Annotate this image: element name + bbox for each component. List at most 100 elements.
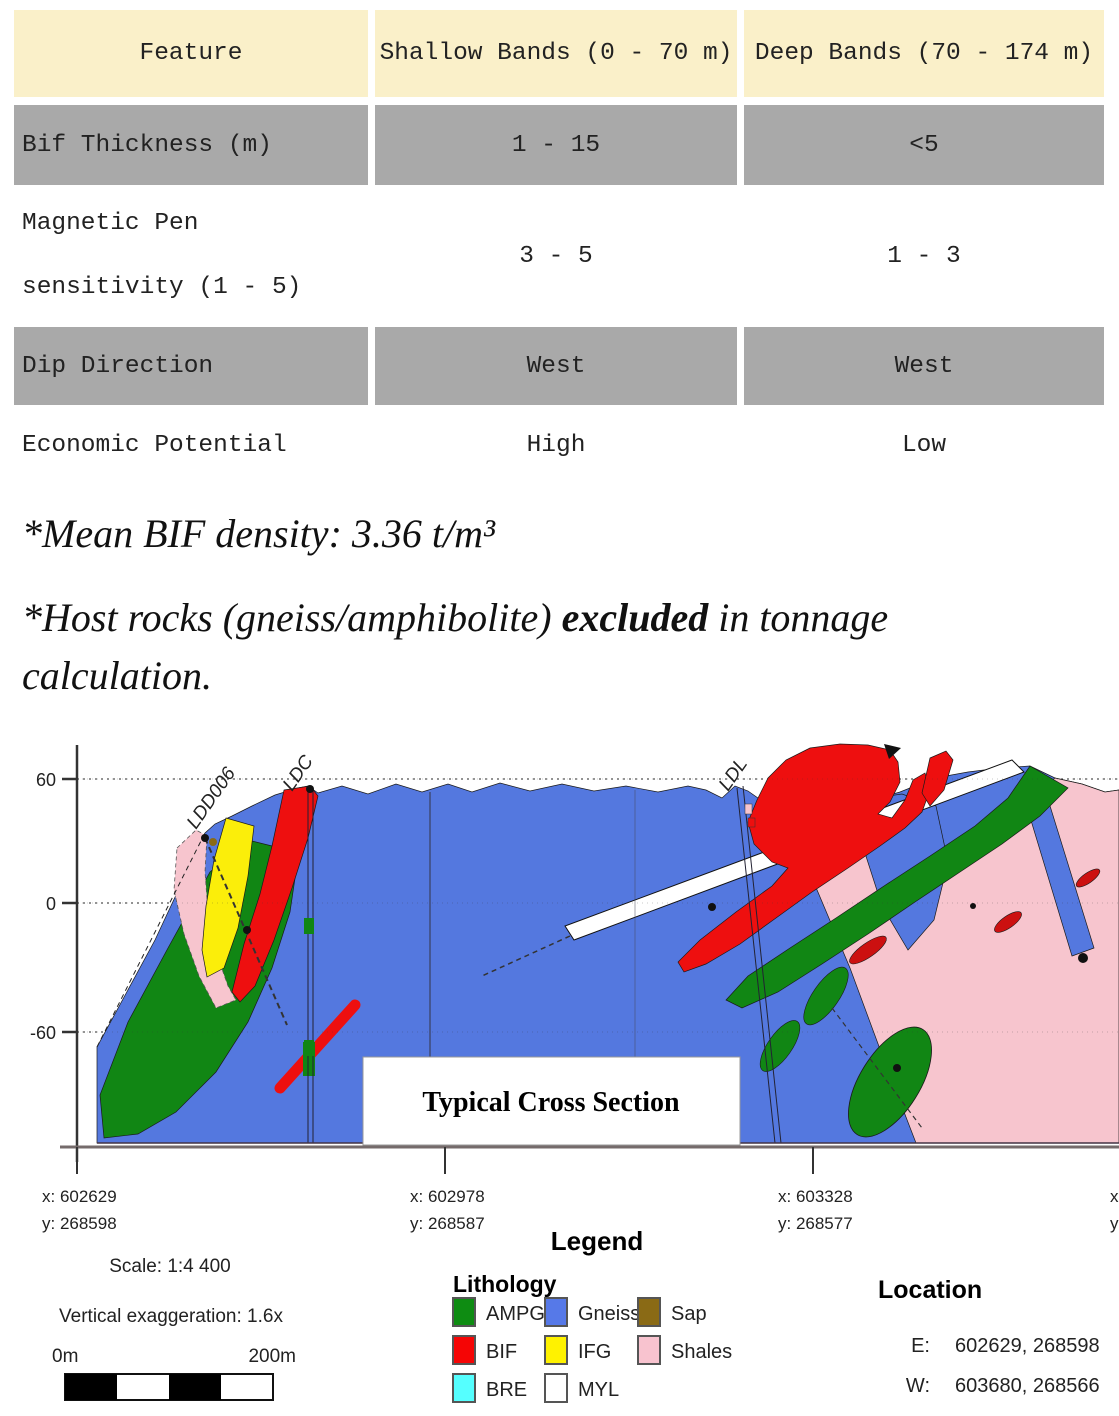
bif-sliver [921, 750, 954, 807]
bif-dike [274, 999, 361, 1094]
table-row-magnetic-feature: Magnetic Pen sensitivity (1 - 5) [14, 185, 368, 327]
ifg-swatch-icon [544, 1335, 568, 1365]
note-host-rocks-post: in tonnage calculation. [22, 595, 889, 698]
table-row-magnetic-deep: 1 - 3 [744, 185, 1104, 327]
x-tick-coordinates: x: 602629 y: 268598 x: 602978 y: 268587 … [42, 1187, 1119, 1233]
legend-label-ampg: AMPG [486, 1303, 545, 1325]
drill-label-ldl: LDL [715, 754, 752, 795]
survey-dot-2 [708, 903, 716, 911]
collar-arrow-icon [884, 744, 901, 759]
ampg-swatch-icon [452, 1297, 476, 1327]
y-tick-label-m60: -60 [30, 1023, 56, 1043]
section-title-box: Typical Cross Section [362, 1056, 741, 1146]
survey-dot-5 [893, 1064, 901, 1072]
cell-value: West [526, 352, 586, 380]
xtick4-y-partial: y: [1110, 1214, 1119, 1233]
scalebar-label-0m: 0m [52, 1346, 78, 1367]
cross-section-figure: 60 0 -60 LDD006 LDC LDL Typical Cross Se… [30, 743, 1119, 1403]
vertical-exaggeration: Vertical exaggeration: 1.6x [59, 1306, 283, 1327]
bif-mass-east [677, 743, 931, 973]
ampg-bead-drill-1 [304, 918, 314, 934]
note-host-rocks-bold: excluded [561, 595, 709, 640]
cell-value: <5 [909, 131, 939, 159]
sap-speck [209, 838, 217, 846]
feature-comparison-table: Feature Shallow Bands (0 - 70 m) Deep Ba… [14, 10, 1104, 485]
xtick3-y: y: 268577 [778, 1214, 853, 1233]
header-deep-bands: Deep Bands (70 - 174 m) [744, 10, 1104, 105]
table-row-thickness-deep: <5 [744, 105, 1104, 185]
survey-dot-3 [970, 903, 976, 909]
legend-item-shales: Shales [637, 1335, 732, 1365]
note-density: *Mean BIF density: 3.36 t/m³ [22, 511, 495, 556]
scalebar-label-200m: 200m [248, 1346, 296, 1367]
legend-label-bif: BIF [486, 1341, 517, 1363]
gneiss-swatch-icon [544, 1297, 568, 1327]
cell-value: 1 - 15 [511, 131, 601, 159]
cell-label: Magnetic Pen sensitivity (1 - 5) [22, 210, 302, 301]
bif-bead-drill [747, 817, 756, 828]
legend-block: Legend Lithology AMPG BIF BRE Gneiss IFG [452, 1226, 732, 1403]
drill-trace-east-dashed [831, 1007, 923, 1129]
header-deep-label: Deep Bands (70 - 174 m) [754, 40, 1094, 67]
legend-item-bif: BIF [452, 1335, 517, 1365]
y-tick-label-0: 0 [46, 894, 56, 914]
xtick4-x-partial: x: [1110, 1187, 1119, 1206]
header-shallow-label: Shallow Bands (0 - 70 m) [379, 40, 733, 67]
location-w-label: W: [906, 1375, 930, 1397]
location-e-label: E: [911, 1335, 930, 1357]
location-title: Location [878, 1276, 982, 1304]
ampg-lens-1 [803, 966, 849, 1026]
collar-dot-ldd006 [201, 834, 209, 842]
header-feature: Feature [14, 10, 368, 105]
cell-label: Bif Thickness (m) [22, 131, 272, 159]
section-title: Typical Cross Section [422, 1087, 680, 1118]
bif-swatch-icon [452, 1335, 476, 1365]
note-host-rocks: *Host rocks (gneiss/amphibolite) exclude… [22, 589, 1052, 705]
location-e-value: 602629, 268598 [955, 1335, 1100, 1357]
legend-label-gneiss: Gneiss [578, 1303, 640, 1325]
survey-dot-4 [1078, 953, 1088, 963]
lithology-title: Lithology [453, 1271, 557, 1297]
legend-item-sap: Sap [637, 1297, 707, 1327]
sap-swatch-icon [637, 1297, 661, 1327]
legend-item-ampg: AMPG [452, 1297, 545, 1327]
scale-ratio: Scale: 1:4 400 [109, 1256, 230, 1277]
collar-dot-ldc [306, 785, 314, 793]
table-row-dip-shallow: West [375, 327, 737, 405]
gridlines-overlay [77, 778, 1119, 1033]
table-row-dip-deep: West [744, 327, 1104, 405]
bif-lens-3 [1075, 868, 1101, 888]
table-row-dip-feature: Dip Direction [14, 327, 368, 405]
location-w-value: 603680, 268566 [955, 1375, 1100, 1397]
legend-title: Legend [551, 1226, 643, 1256]
ampg-band-east [725, 765, 1069, 1009]
header-feature-label: Feature [139, 40, 243, 67]
legend-label-bre: BRE [486, 1379, 527, 1401]
y-tick-label-60: 60 [36, 770, 56, 790]
note-host-rocks-pre: *Host rocks (gneiss/amphibolite) [22, 595, 562, 640]
ampg-lens-large [848, 1026, 932, 1138]
survey-dot-1 [243, 926, 251, 934]
cell-value: High [526, 431, 586, 459]
xtick2-y: y: 268587 [410, 1214, 485, 1233]
bif-lens-1 [849, 935, 887, 965]
footnotes: *Mean BIF density: 3.36 t/m³ *Host rocks… [22, 505, 1052, 705]
legend-item-myl: MYL [544, 1373, 619, 1403]
legend-label-sap: Sap [671, 1303, 707, 1325]
cell-value: 1 - 3 [887, 242, 961, 270]
shales-swatch-icon [637, 1335, 661, 1365]
xtick3-x: x: 603328 [778, 1187, 853, 1206]
myl-swatch-icon [544, 1373, 568, 1403]
scalebar-icon [64, 1373, 274, 1401]
legend-item-bre: BRE [452, 1373, 527, 1403]
scale-block: Scale: 1:4 400 Vertical exaggeration: 1.… [52, 1256, 296, 1401]
geology-bodies [96, 743, 1119, 1144]
table-row-economic-feature: Economic Potential [14, 405, 368, 485]
legend-item-ifg: IFG [544, 1335, 611, 1365]
bre-swatch-icon [452, 1373, 476, 1403]
ifg-band [201, 817, 255, 978]
table-row-thickness-feature: Bif Thickness (m) [14, 105, 368, 185]
cell-value: Low [901, 431, 947, 459]
legend-label-shales: Shales [671, 1341, 732, 1363]
